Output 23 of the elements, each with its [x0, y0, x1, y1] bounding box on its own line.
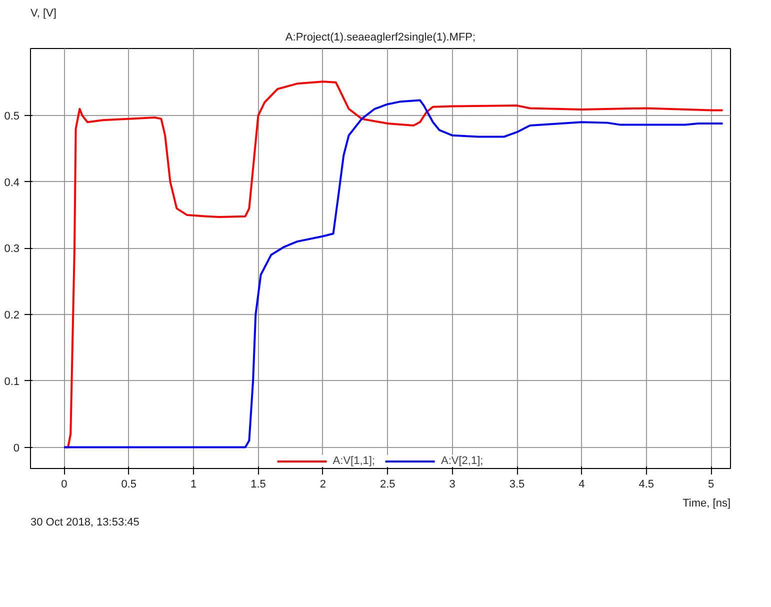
x-tick-label: 3.5	[509, 478, 525, 490]
y-tick-label: 0.3	[4, 243, 20, 256]
x-axis-title: Time, [ns]	[682, 498, 731, 510]
y-tick-label: 0.1	[4, 376, 20, 388]
text: 30 Oct 2018, 13:53:45	[30, 516, 140, 528]
x-tick-label: 1.5	[250, 478, 266, 490]
chart-title: A:Project(1).seaeaglerf2single(1).MFP;	[285, 32, 476, 44]
y-tick-label: 0.4	[4, 176, 20, 189]
legend-label: A:V[2,1];	[441, 455, 484, 467]
x-tick-label: 4	[578, 478, 585, 490]
y-axis-title: V, [V]	[30, 8, 56, 20]
x-tick-label: 3	[449, 478, 456, 490]
x-tick-label: 2.5	[380, 478, 396, 490]
x-tick-label: 4.5	[638, 478, 654, 490]
y-tick-label: 0.2	[4, 310, 20, 322]
y-tick-label: 0.5	[4, 110, 20, 123]
x-tick-label: 0	[61, 478, 68, 490]
y-tick-label: 0	[13, 442, 20, 454]
x-tick-label: 1	[190, 478, 197, 490]
legend-label: A:V[1,1];	[332, 455, 375, 467]
x-tick-label: 5	[708, 478, 714, 490]
x-tick-label: 0.5	[121, 478, 136, 490]
x-tick-label: 2	[320, 478, 326, 490]
